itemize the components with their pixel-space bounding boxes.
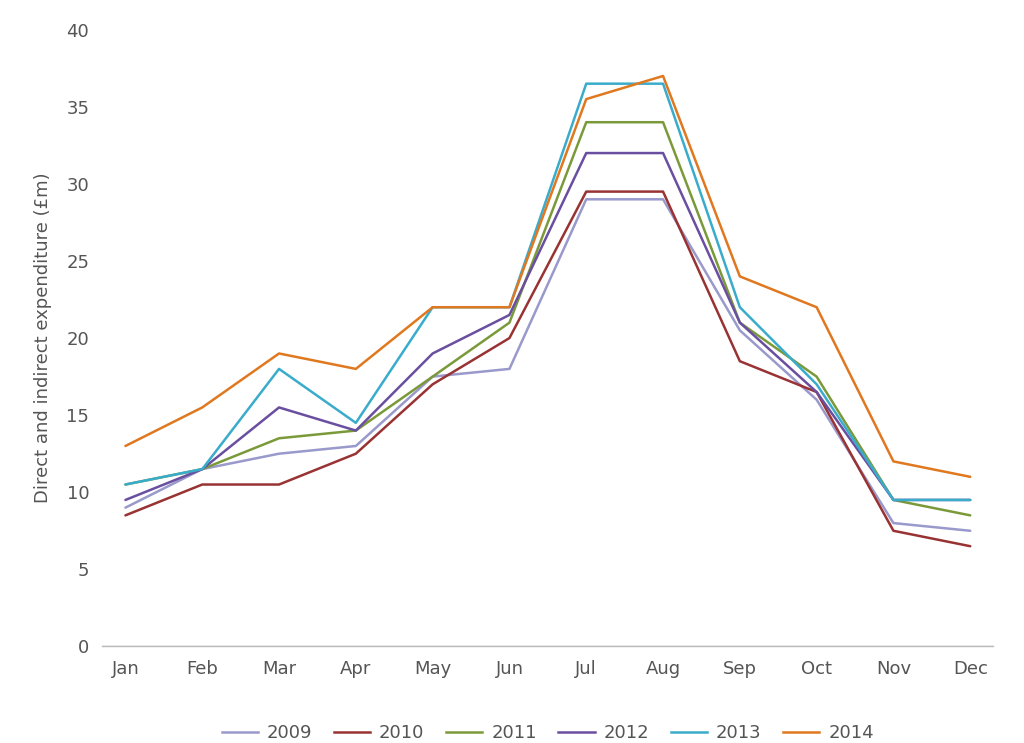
2012: [119, 496, 131, 504]
Legend: 2009, 2010, 2011, 2012, 2013, 2014: 2009, 2010, 2011, 2012, 2013, 2014: [214, 717, 882, 743]
2010: [580, 187, 592, 196]
2013: [810, 380, 822, 389]
2014: [810, 303, 822, 312]
2014: [733, 272, 745, 281]
Line: 2010: 2010: [125, 192, 971, 546]
2012: [580, 149, 592, 158]
2010: [197, 480, 209, 489]
2012: [887, 496, 900, 504]
2012: [504, 311, 515, 319]
2010: [119, 511, 131, 520]
Line: 2012: 2012: [125, 153, 971, 500]
2011: [426, 372, 438, 381]
2009: [426, 372, 438, 381]
2009: [810, 395, 822, 404]
2014: [504, 303, 515, 312]
2014: [580, 94, 592, 103]
2012: [197, 464, 209, 473]
2013: [580, 80, 592, 88]
2011: [119, 480, 131, 489]
2011: [965, 511, 977, 520]
2013: [504, 303, 515, 312]
2013: [197, 464, 209, 473]
2009: [119, 503, 131, 512]
2012: [426, 349, 438, 358]
2013: [119, 480, 131, 489]
2014: [119, 441, 131, 450]
2014: [272, 349, 285, 358]
2014: [349, 364, 362, 373]
2010: [657, 187, 670, 196]
2009: [349, 441, 362, 450]
2011: [197, 464, 209, 473]
2010: [504, 334, 515, 343]
Line: 2009: 2009: [125, 199, 971, 531]
2009: [197, 464, 209, 473]
2010: [733, 357, 745, 366]
2011: [810, 372, 822, 381]
2010: [965, 542, 977, 551]
2014: [197, 403, 209, 412]
2013: [349, 418, 362, 427]
Line: 2011: 2011: [125, 122, 971, 516]
2009: [657, 195, 670, 204]
2013: [733, 303, 745, 312]
2012: [965, 496, 977, 504]
2013: [657, 80, 670, 88]
2014: [965, 473, 977, 481]
2010: [887, 526, 900, 535]
2012: [272, 403, 285, 412]
2009: [887, 519, 900, 528]
2013: [887, 496, 900, 504]
Line: 2014: 2014: [125, 76, 971, 477]
2010: [426, 380, 438, 389]
2009: [733, 326, 745, 335]
Line: 2013: 2013: [125, 84, 971, 500]
2010: [810, 388, 822, 397]
2012: [657, 149, 670, 158]
2009: [504, 364, 515, 373]
2013: [965, 496, 977, 504]
2014: [426, 303, 438, 312]
2011: [349, 426, 362, 435]
Y-axis label: Direct and indirect expenditure (£m): Direct and indirect expenditure (£m): [35, 173, 52, 503]
2009: [580, 195, 592, 204]
2013: [426, 303, 438, 312]
2012: [733, 318, 745, 327]
2009: [965, 526, 977, 535]
2014: [887, 457, 900, 466]
2011: [580, 117, 592, 126]
2012: [810, 388, 822, 397]
2010: [272, 480, 285, 489]
2009: [272, 450, 285, 458]
2011: [504, 318, 515, 327]
2013: [272, 364, 285, 373]
2011: [887, 496, 900, 504]
2010: [349, 450, 362, 458]
2014: [657, 71, 670, 80]
2012: [349, 426, 362, 435]
2011: [657, 117, 670, 126]
2011: [733, 318, 745, 327]
2011: [272, 434, 285, 443]
